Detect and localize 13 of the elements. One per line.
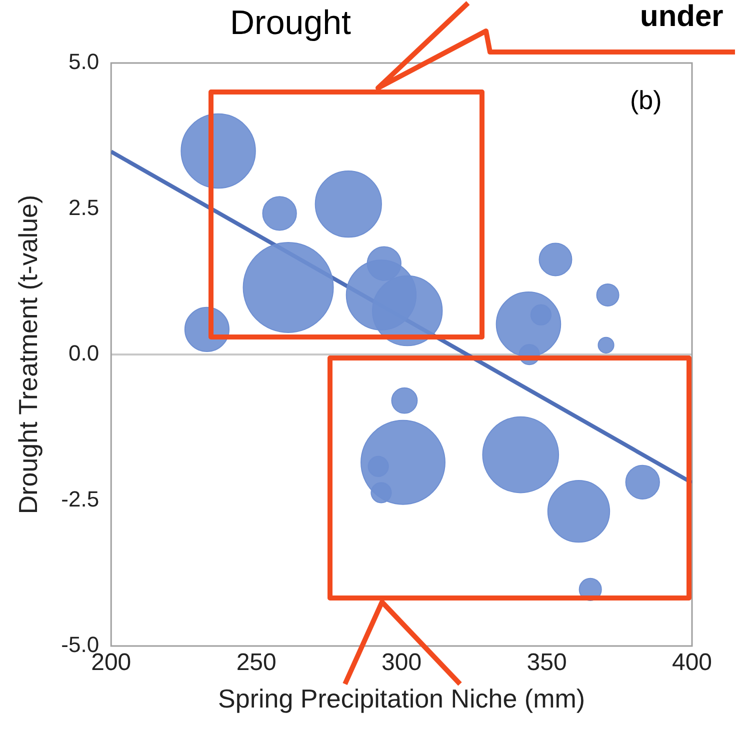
- text: Drought: [230, 4, 351, 43]
- y-tick-label: 0.0: [68, 340, 100, 366]
- x-tick-label: 300: [382, 649, 422, 676]
- y-axis-title: Drought Treatment (t-value): [12, 194, 43, 514]
- x-tick-label: 350: [526, 649, 567, 676]
- y-tick-label: -2.5: [61, 486, 100, 512]
- x-tick-label: 400: [672, 649, 712, 676]
- y-tick-label: 2.5: [68, 194, 100, 220]
- x-tick-label: 250: [236, 649, 276, 676]
- annotation: (b): [630, 85, 662, 116]
- y-tick-label: 5.0: [68, 49, 100, 74]
- x-axis-title: Spring Precipitation Niche (mm): [218, 684, 586, 714]
- text: under: [640, 0, 724, 34]
